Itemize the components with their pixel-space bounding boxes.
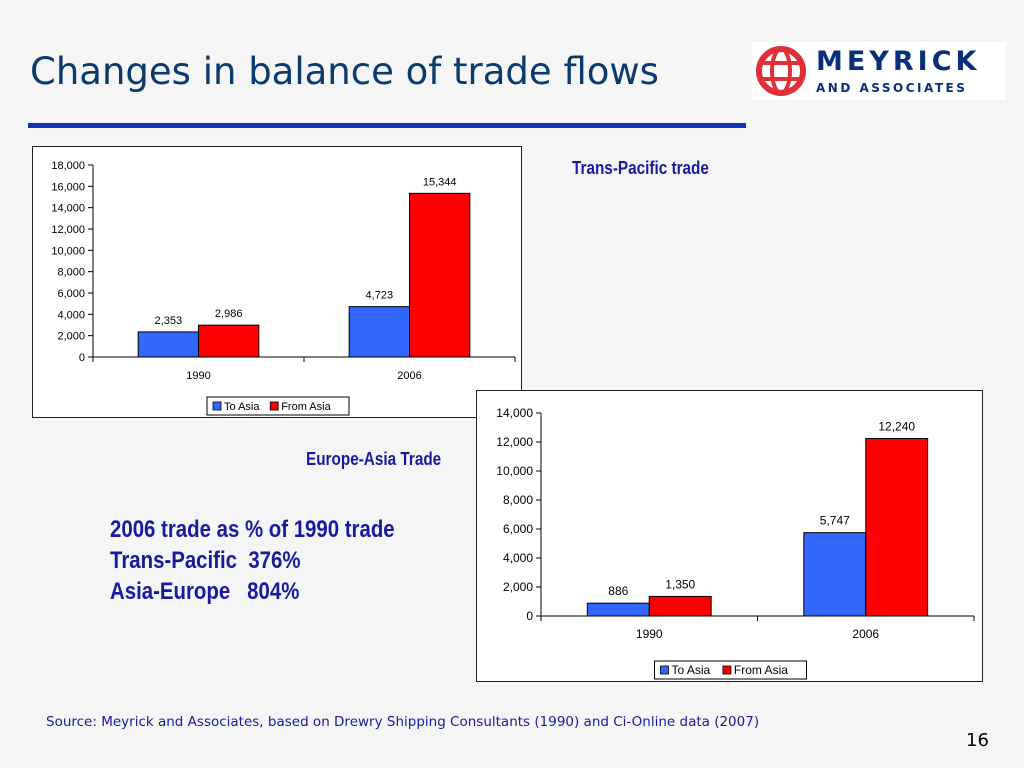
- y-tick-label: 2,000: [57, 331, 85, 343]
- trans-pacific-chart: 0 2,000 4,000 6,000 8,000 10,000 12,000 14,000 1…: [32, 146, 522, 418]
- y-tick-label: 14,000: [51, 203, 85, 215]
- summary-text: 2006 trade as % of 1990 trade Trans-Paci…: [110, 514, 395, 607]
- summary-line-3: Asia-Europe 804%: [110, 578, 300, 605]
- legend-swatch: [212, 401, 222, 411]
- y-tick-label: 6,000: [503, 522, 533, 536]
- y-tick-label: 8,000: [503, 493, 533, 507]
- x-tick-label: 1990: [186, 370, 210, 382]
- data-label: 15,344: [423, 176, 457, 188]
- y-tick-label: 12,000: [51, 224, 85, 236]
- bar: [648, 595, 712, 617]
- title-divider: [28, 123, 746, 128]
- y-tick-label: 0: [526, 609, 533, 623]
- data-label: 12,240: [878, 420, 915, 434]
- data-label: 5,747: [820, 514, 850, 528]
- logo-subtitle: AND ASSOCIATES: [816, 81, 968, 95]
- y-tick-label: 4,000: [57, 309, 85, 321]
- bar: [198, 324, 260, 358]
- legend-entry: To Asia: [672, 663, 711, 677]
- legend-entry: From Asia: [734, 663, 788, 677]
- slide-title: Changes in balance of trade flows: [30, 50, 659, 93]
- bar: [586, 602, 650, 617]
- y-tick-label: 12,000: [496, 435, 533, 449]
- y-tick-label: 16,000: [51, 181, 85, 193]
- y-tick-label: 10,000: [496, 464, 533, 478]
- summary-line-2: Trans-Pacific 376%: [110, 547, 301, 574]
- page-number: 16: [966, 730, 989, 751]
- bar: [803, 532, 867, 617]
- bar: [348, 306, 410, 358]
- y-tick-label: 0: [79, 352, 85, 364]
- data-label: 4,723: [366, 290, 394, 302]
- company-logo: MEYRICK AND ASSOCIATES: [752, 42, 1006, 100]
- source-note: Source: Meyrick and Associates, based on…: [46, 714, 760, 730]
- bar: [409, 192, 471, 358]
- data-label: 886: [608, 584, 628, 598]
- chart-svg: 0 2,000 4,000 6,000 8,000 10,000 12,000 14,000 1…: [51, 160, 516, 416]
- europe-asia-chart: 0 2,000 4,000 6,000 8,000 10,000 12,000 14,000 1…: [476, 390, 983, 682]
- y-tick-label: 2,000: [503, 580, 533, 594]
- bar: [137, 331, 199, 358]
- trans-pacific-label: Trans-Pacific trade: [572, 158, 709, 178]
- y-tick-label: 14,000: [496, 406, 533, 420]
- y-tick-label: 6,000: [57, 288, 85, 300]
- x-tick-label: 2006: [397, 370, 421, 382]
- y-tick-label: 8,000: [57, 267, 85, 279]
- y-tick-label: 18,000: [51, 160, 85, 172]
- legend-entry: From Asia: [281, 401, 331, 413]
- legend-swatch: [722, 665, 732, 675]
- globe-icon: [756, 46, 806, 96]
- y-tick-label: 10,000: [51, 245, 85, 257]
- data-label: 2,986: [215, 308, 243, 320]
- bar: [865, 438, 929, 617]
- legend-swatch: [660, 665, 669, 675]
- y-tick-label: 4,000: [503, 551, 533, 565]
- legend-entry: To Asia: [224, 401, 260, 413]
- europe-asia-label: Europe-Asia Trade: [306, 449, 442, 469]
- chart-svg: 0 2,000 4,000 6,000 8,000 10,000 12,000 14,000 1…: [496, 406, 975, 680]
- legend-swatch: [269, 401, 279, 411]
- logo-wordmark: MEYRICK: [816, 46, 981, 77]
- summary-line-1: 2006 trade as % of 1990 trade: [110, 516, 395, 543]
- data-label: 2,353: [155, 315, 183, 327]
- x-tick-label: 2006: [852, 627, 879, 641]
- data-label: 1,350: [665, 577, 695, 591]
- x-tick-label: 1990: [636, 627, 663, 641]
